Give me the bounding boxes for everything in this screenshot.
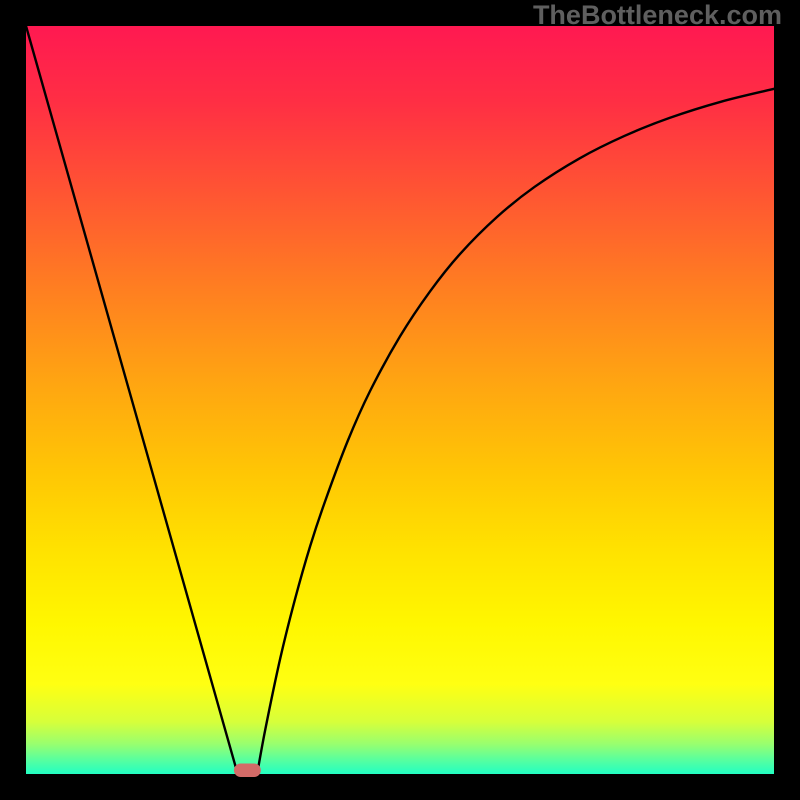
curve-right-branch [257, 89, 774, 774]
bottleneck-curve [26, 26, 774, 774]
curve-left-branch [26, 26, 238, 774]
optimal-marker [234, 764, 261, 777]
plot-area [26, 26, 774, 774]
watermark-text: TheBottleneck.com [533, 0, 782, 31]
bottleneck-chart: TheBottleneck.com [0, 0, 800, 800]
